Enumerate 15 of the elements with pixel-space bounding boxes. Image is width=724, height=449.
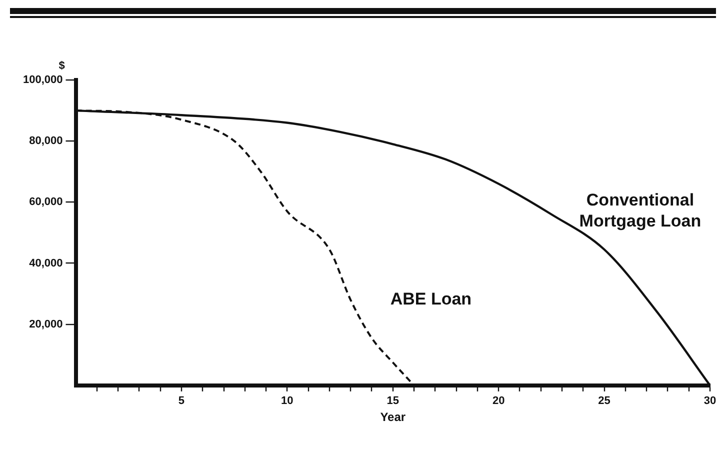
y-axis-title: $ — [58, 60, 65, 72]
x-tick-label: 25 — [598, 395, 610, 408]
x-tick-label: 5 — [178, 395, 185, 408]
x-tick-label: 20 — [492, 395, 505, 408]
x-tick-label: 30 — [704, 395, 716, 408]
y-tick-label: 40,000 — [29, 257, 63, 270]
y-tick-label: 20,000 — [29, 318, 63, 330]
y-tick-label: 100,000 — [22, 74, 63, 86]
x-axis-title: Year — [380, 410, 406, 424]
series-label: ABE Loan — [390, 290, 472, 309]
x-tick-label: 10 — [281, 395, 294, 408]
x-tick-label: 15 — [386, 395, 400, 408]
y-tick-label: 60,000 — [29, 196, 63, 208]
y-tick-label: 80,000 — [29, 135, 63, 148]
series-label: Conventional Mortgage Loan — [579, 190, 702, 231]
